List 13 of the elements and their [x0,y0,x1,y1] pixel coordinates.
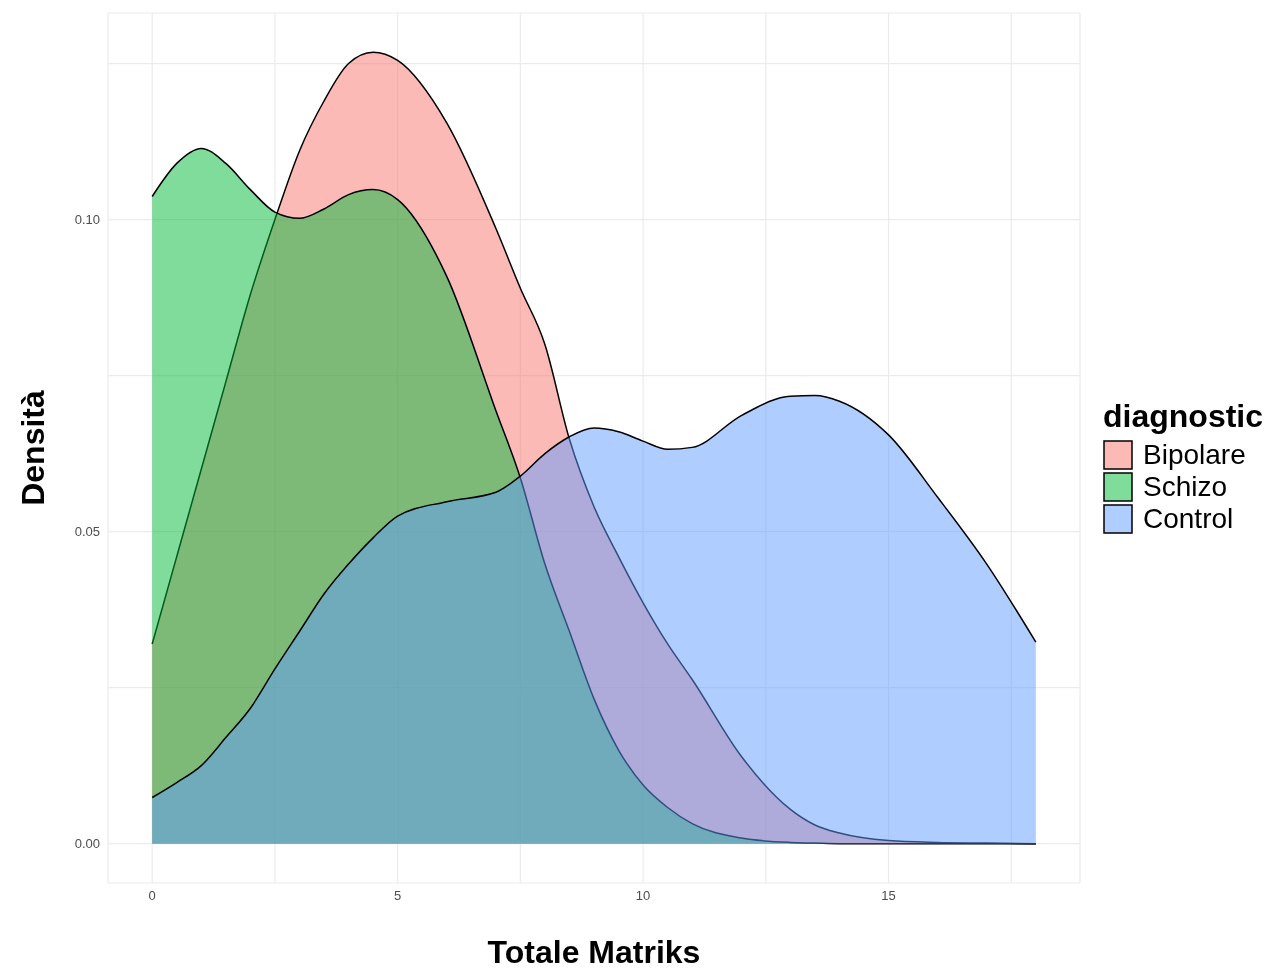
legend-label: Control [1143,503,1234,535]
x-axis-title: Totale Matriks [487,934,701,970]
y-tick-label: 0.00 [74,836,100,852]
legend-label: Bipolare [1143,439,1246,471]
y-tick-label: 0.10 [74,212,100,228]
y-axis-title: Densità [15,390,52,506]
x-tick-label: 5 [394,888,402,904]
x-tick-label: 15 [881,888,896,904]
legend-title: diagnostic [1103,398,1264,435]
x-tick-label: 0 [148,888,156,904]
x-tick-label: 10 [635,888,651,904]
legend-label: Schizo [1143,471,1228,503]
y-tick-label: 0.05 [74,524,100,540]
